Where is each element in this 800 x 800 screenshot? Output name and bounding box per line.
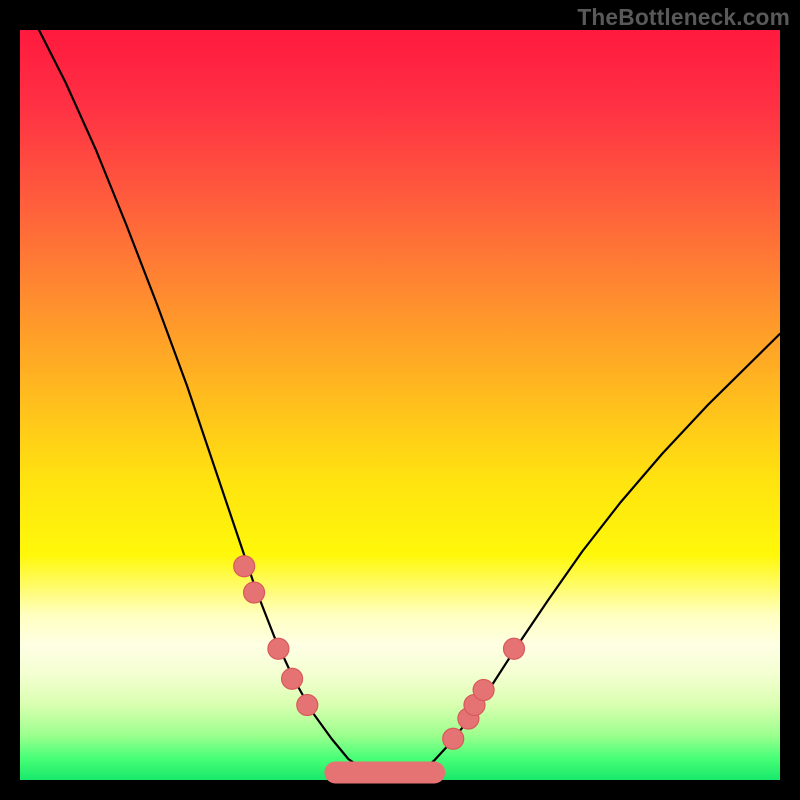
marker-point <box>244 582 265 603</box>
flat-segment <box>324 762 445 784</box>
marker-point <box>473 680 494 701</box>
marker-point <box>297 695 318 716</box>
plot-area <box>20 30 780 780</box>
marker-point <box>282 668 303 689</box>
watermark-text: TheBottleneck.com <box>577 4 790 31</box>
chart-svg <box>20 30 780 780</box>
marker-point <box>443 728 464 749</box>
gradient-background <box>20 30 780 780</box>
marker-point <box>504 638 525 659</box>
marker-point <box>234 556 255 577</box>
flat-segment-pill <box>324 762 445 784</box>
marker-point <box>268 638 289 659</box>
